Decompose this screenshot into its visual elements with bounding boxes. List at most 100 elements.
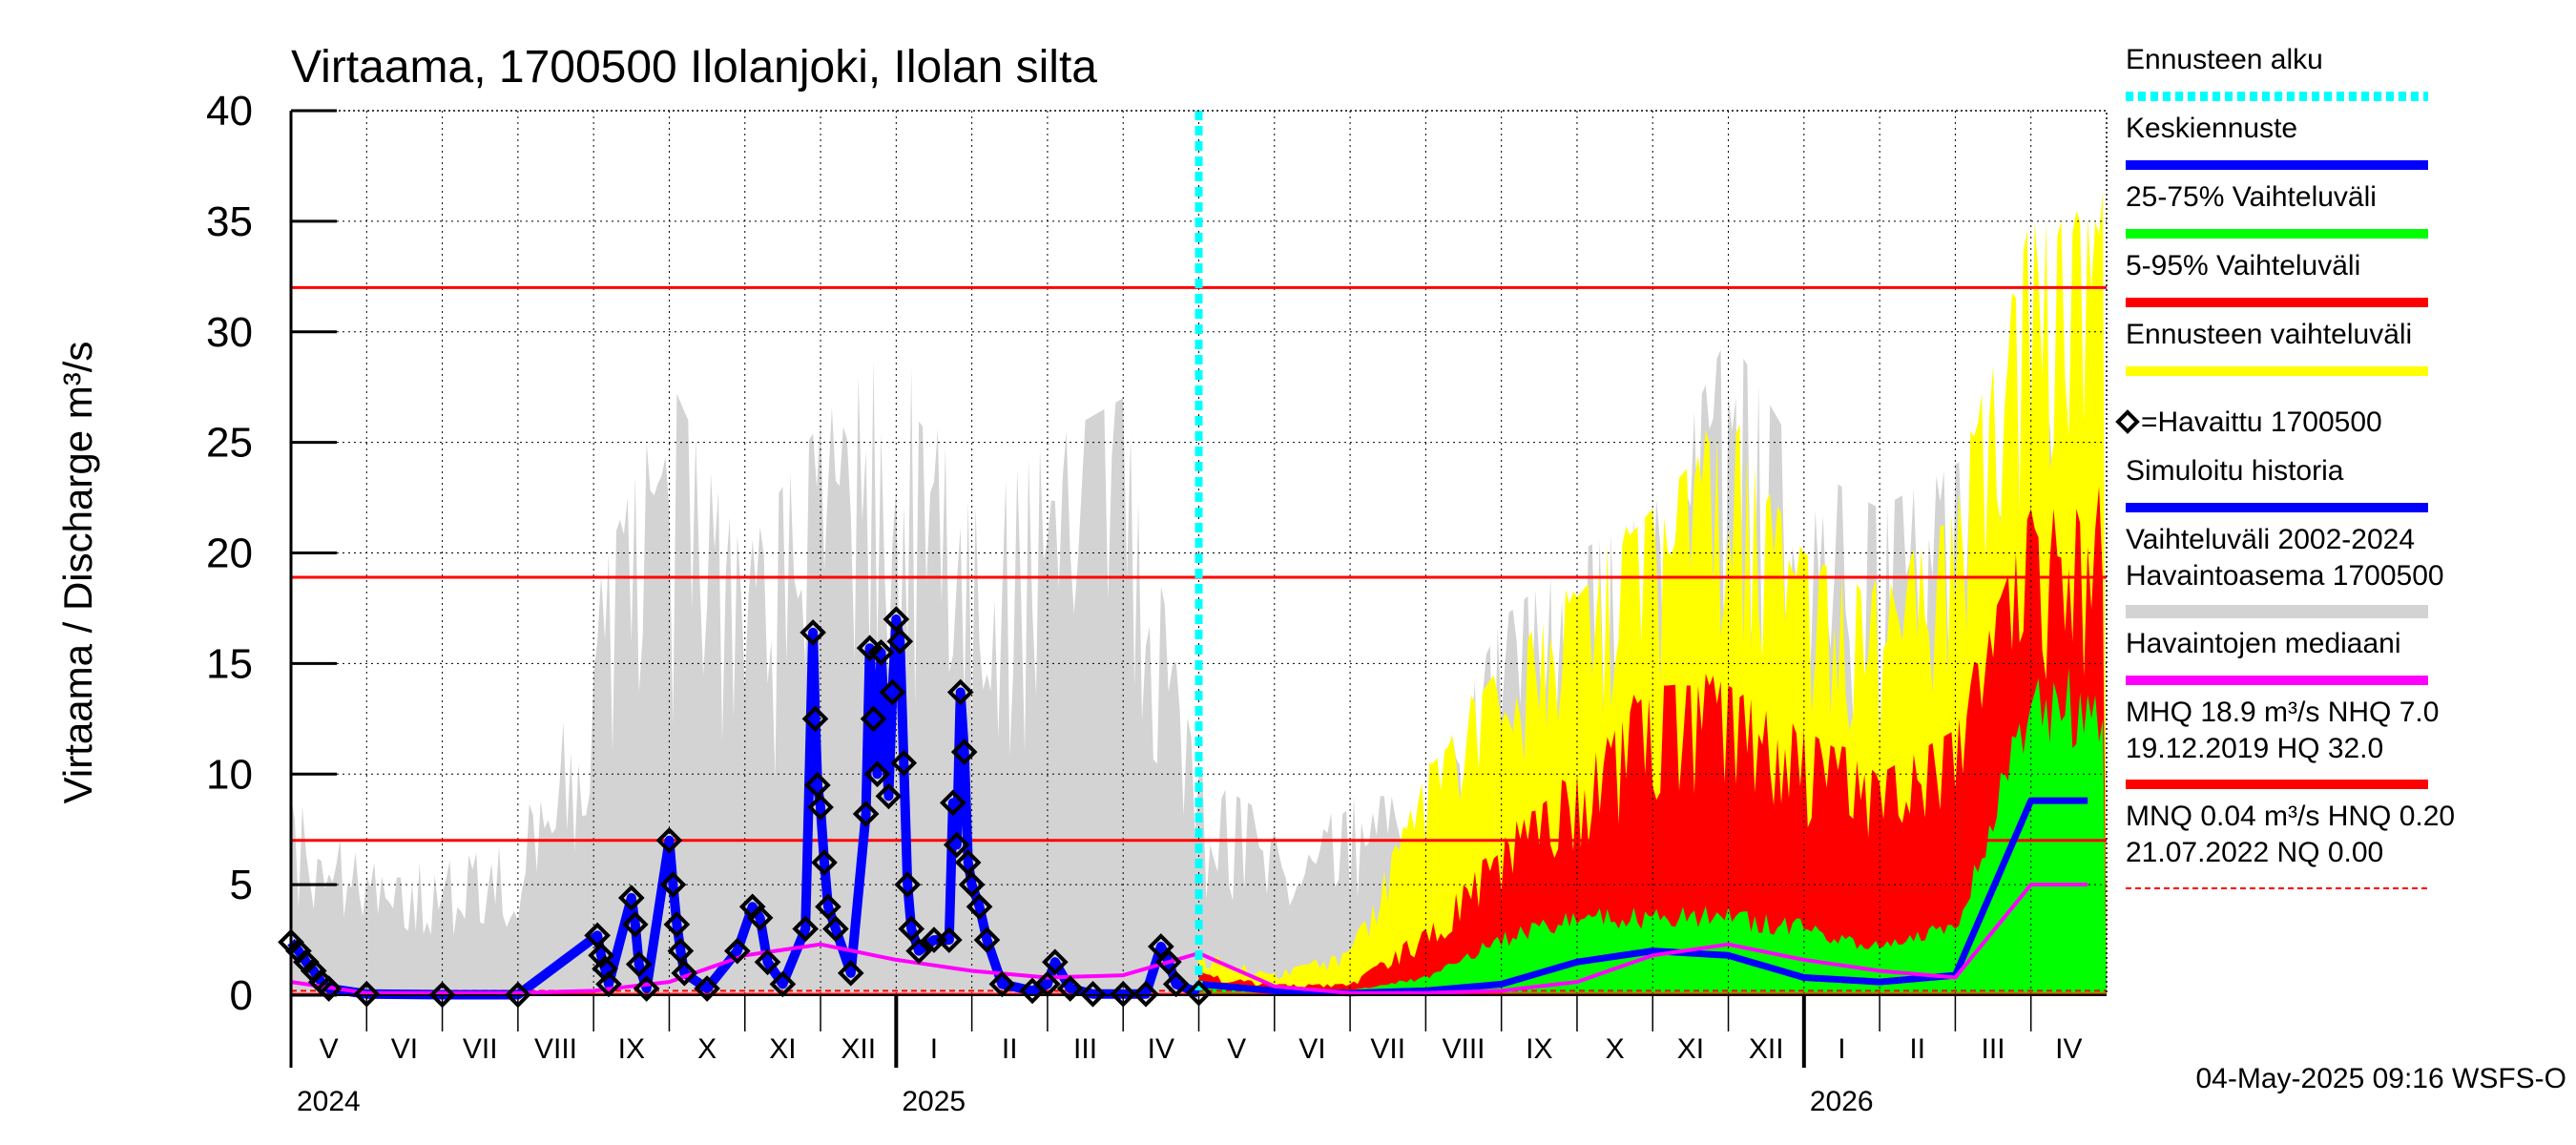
y-tick-label: 10 [206, 751, 253, 798]
observed-point [879, 678, 906, 706]
y-tick-label: 40 [206, 88, 253, 135]
observed-point [1154, 948, 1182, 976]
month-label: V [320, 1033, 339, 1065]
observed-point [966, 893, 993, 921]
y-tick-label: 35 [206, 198, 253, 245]
observed-point [954, 849, 982, 876]
month-label: XI [1677, 1033, 1704, 1065]
month-label: IX [1526, 1033, 1552, 1065]
observed-point [671, 959, 698, 987]
y-tick-label: 30 [206, 309, 253, 356]
month-label: X [1606, 1033, 1625, 1065]
month-label: VIII [1443, 1033, 1485, 1065]
month-label: XII [1749, 1033, 1784, 1065]
observed-point [804, 772, 831, 799]
observed-point [1056, 975, 1084, 1002]
month-label: IX [618, 1033, 645, 1065]
observed-point [815, 893, 841, 921]
legend-label: MHQ 18.9 m³/s NHQ 7.0 [2126, 697, 2439, 728]
legend-label-2: 21.07.2022 NQ 0.00 [2126, 837, 2383, 868]
legend-label: =Havaittu 1700500 [2141, 406, 2382, 438]
chart-title: Virtaama, 1700500 Ilolanjoki, Ilolan sil… [291, 42, 1097, 93]
observed-point [694, 975, 720, 1002]
observed-markers [278, 606, 1213, 1009]
year-label: 2024 [297, 1086, 361, 1117]
year-label: 2026 [1810, 1086, 1874, 1117]
legend-label: 5-95% Vaihteluväli [2126, 250, 2360, 281]
legend-label: Ennusteen vaihteluväli [2126, 319, 2412, 350]
y-tick-label: 5 [230, 862, 253, 908]
month-label: VI [391, 1033, 418, 1065]
y-tick-label: 20 [206, 531, 253, 577]
month-label: XII [841, 1033, 876, 1065]
legend-label: 25-75% Vaihteluväli [2126, 181, 2377, 213]
observed-point [1079, 981, 1107, 1008]
x-ticks: V VI VII VIII IX X XI XII I II III IV V VI VII VIII IX X X… [289, 995, 2083, 1117]
observed-point [1042, 948, 1069, 976]
y-tick-label: 15 [206, 640, 253, 687]
observed-point [958, 871, 986, 898]
legend-label: Havaintojen mediaani [2126, 628, 2401, 659]
observed-point [807, 794, 834, 821]
observed-point [898, 915, 925, 943]
y-tick-label: 0 [230, 972, 253, 1019]
observed-point [875, 782, 903, 810]
observed-point [801, 705, 829, 733]
observed-point [1132, 981, 1159, 1008]
legend-label-2: Havaintoasema 1700500 [2126, 560, 2444, 592]
observed-point [950, 739, 978, 765]
month-label: II [1909, 1033, 1925, 1065]
observed-point [883, 606, 910, 633]
observed-point [754, 948, 781, 976]
observed-point [315, 975, 343, 1002]
observed-point [617, 885, 645, 911]
legend-label: Vaihteluväli 2002-2024 [2126, 524, 2415, 555]
observed-point [792, 915, 820, 943]
observed-point [822, 915, 849, 943]
observed-point [655, 826, 683, 854]
month-label: IV [2055, 1033, 2082, 1065]
observed-point [939, 789, 966, 817]
legend-label: Ennusteen alku [2126, 44, 2323, 75]
month-label: II [1002, 1033, 1018, 1065]
month-label: VIII [534, 1033, 577, 1065]
month-label: IV [1148, 1033, 1174, 1065]
month-label: X [697, 1033, 717, 1065]
month-label: I [930, 1033, 938, 1065]
month-label: VI [1298, 1033, 1325, 1065]
legend-label: MNQ 0.04 m³/s HNQ 0.20 [2126, 801, 2455, 832]
median-line [290, 883, 2088, 995]
observed-point [659, 871, 687, 898]
observed-point [723, 937, 751, 965]
observed-point [811, 849, 838, 876]
observed-point [837, 959, 864, 987]
observed-point [867, 638, 895, 666]
observed-point [588, 942, 614, 969]
observed-point [663, 911, 691, 938]
y-axis-label: Virtaama / Discharge m³/s [55, 342, 100, 804]
observed-point [746, 905, 774, 931]
legend-label: Keskiennuste [2126, 113, 2297, 144]
observed-point [886, 628, 914, 656]
observed-point [625, 950, 653, 978]
observed-point [667, 937, 695, 965]
legend-label: Simuloitu historia [2126, 455, 2344, 487]
y-ticks: 0 5 10 15 20 25 30 35 40 [206, 88, 337, 1019]
timestamp-footer: 04-May-2025 09:16 WSFS-O [2196, 1063, 2567, 1094]
observed-point [936, 926, 963, 953]
month-label: I [1838, 1033, 1845, 1065]
y-tick-label: 25 [206, 420, 253, 467]
month-label: III [1073, 1033, 1097, 1065]
observed-point [890, 749, 918, 777]
observed-point [800, 619, 826, 646]
month-label: VII [463, 1033, 498, 1065]
observed-point [943, 831, 970, 859]
month-label: III [1982, 1033, 2005, 1065]
legend: Ennusteen alku Keskiennuste 25-75% Vaihtel… [2115, 44, 2455, 889]
month-label: XI [769, 1033, 796, 1065]
observed-point [905, 937, 932, 965]
observed-point [946, 678, 974, 706]
gridlines [291, 111, 2107, 995]
observed-point [621, 911, 649, 938]
